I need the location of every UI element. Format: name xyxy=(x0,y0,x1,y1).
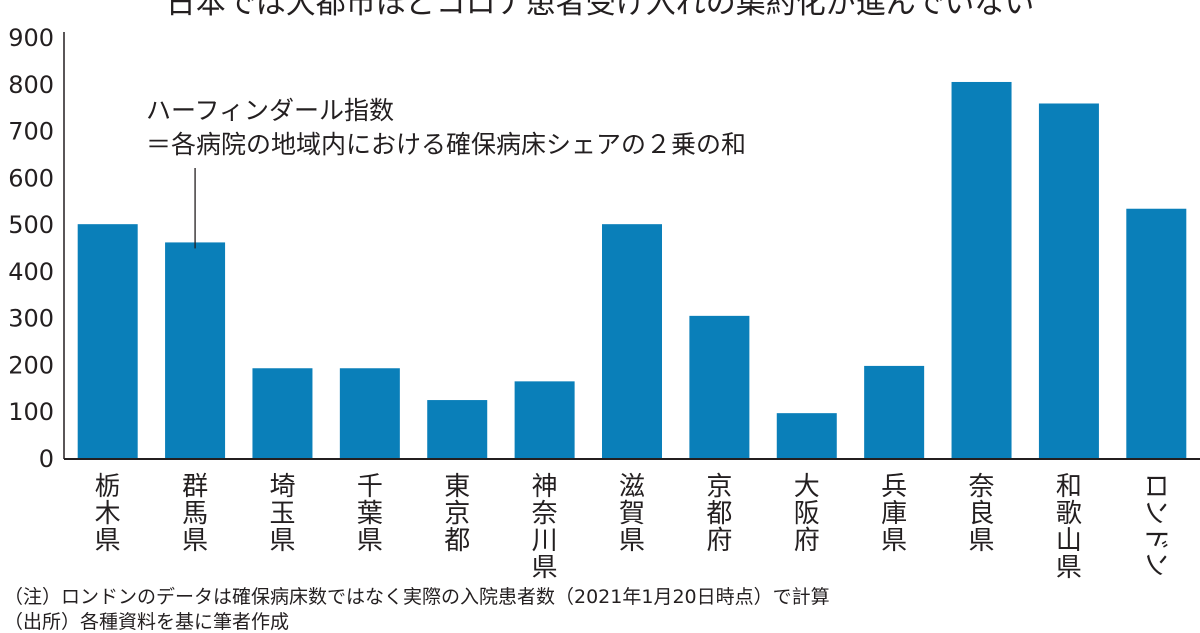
x-tick-label-8: 大阪府 xyxy=(794,472,820,556)
svg-text:川: 川 xyxy=(532,526,558,556)
svg-text:大: 大 xyxy=(794,472,820,502)
svg-text:県: 県 xyxy=(881,526,907,556)
svg-text:和: 和 xyxy=(1056,472,1082,502)
y-tick-label-6: 600 xyxy=(8,164,54,192)
bar-7 xyxy=(689,315,750,459)
y-tick-label-7: 700 xyxy=(8,118,54,146)
y-tick-label-1: 100 xyxy=(8,398,54,426)
svg-text:県: 県 xyxy=(95,526,121,556)
svg-text:東: 東 xyxy=(444,472,470,502)
svg-text:県: 県 xyxy=(969,526,995,556)
svg-text:神: 神 xyxy=(532,472,558,502)
svg-text:都: 都 xyxy=(444,526,470,556)
svg-text:葉: 葉 xyxy=(357,499,383,529)
svg-text:埼: 埼 xyxy=(269,472,295,502)
bar-11 xyxy=(1038,103,1099,459)
y-tick-label-4: 400 xyxy=(8,258,54,286)
y-tick-label-5: 500 xyxy=(8,211,54,239)
x-tick-label-10: 奈良県 xyxy=(969,472,995,556)
x-tick-label-6: 滋賀県 xyxy=(619,472,645,556)
bar-5 xyxy=(514,381,575,459)
bar-8 xyxy=(776,413,837,459)
x-tick-label-12: ロンドン xyxy=(1140,473,1170,577)
bar-9 xyxy=(864,365,925,459)
svg-text:県: 県 xyxy=(1056,553,1082,583)
bar-2 xyxy=(252,368,313,459)
footnote: （注）ロンドンのデータは確保病床数ではなく実際の入院患者数（2021年1月20日… xyxy=(4,586,830,608)
x-tick-label-2: 埼玉県 xyxy=(269,472,295,556)
svg-text:山: 山 xyxy=(1056,526,1082,556)
svg-text:木: 木 xyxy=(95,499,121,529)
y-tick-label-0: 0 xyxy=(39,445,54,473)
svg-text:玉: 玉 xyxy=(269,499,295,529)
bar-series xyxy=(77,81,1187,460)
svg-text:兵: 兵 xyxy=(881,472,907,502)
svg-text:京: 京 xyxy=(444,499,470,529)
svg-text:県: 県 xyxy=(269,526,295,556)
y-tick-label-8: 800 xyxy=(8,71,54,99)
svg-text:千: 千 xyxy=(357,472,383,502)
chart-title: 日本では大都市ほどコロナ患者受け入れの集約化が進んでいない xyxy=(165,0,1035,21)
bar-10 xyxy=(951,81,1012,460)
svg-text:県: 県 xyxy=(532,553,558,583)
svg-text:ロンドン: ロンドン xyxy=(1140,473,1170,577)
svg-text:奈: 奈 xyxy=(532,499,558,529)
svg-text:都: 都 xyxy=(706,499,732,529)
svg-text:阪: 阪 xyxy=(794,499,820,529)
source-note: （出所）各種資料を基に筆者作成 xyxy=(4,611,290,633)
y-axis-ticks: 0 100 200 300 400 500 600 700 800 900 xyxy=(8,24,54,473)
svg-text:馬: 馬 xyxy=(182,499,208,529)
x-tick-label-7: 京都府 xyxy=(706,472,732,556)
svg-text:群: 群 xyxy=(182,472,208,502)
y-tick-label-2: 200 xyxy=(8,351,54,379)
annotation-line-1: ハーフィンダール指数 xyxy=(146,96,395,125)
svg-text:京: 京 xyxy=(706,472,732,502)
svg-text:県: 県 xyxy=(357,526,383,556)
svg-text:県: 県 xyxy=(619,526,645,556)
bar-0 xyxy=(77,224,138,459)
svg-text:奈: 奈 xyxy=(969,472,995,502)
x-tick-label-3: 千葉県 xyxy=(357,472,383,556)
x-tick-label-1: 群馬県 xyxy=(182,472,208,556)
y-tick-label-3: 300 xyxy=(8,305,54,333)
svg-text:庫: 庫 xyxy=(881,499,907,529)
bar-12 xyxy=(1126,208,1187,459)
bar-4 xyxy=(427,400,488,459)
svg-text:歌: 歌 xyxy=(1056,499,1082,529)
bar-6 xyxy=(602,224,662,459)
svg-text:府: 府 xyxy=(706,526,732,556)
svg-text:滋: 滋 xyxy=(619,472,645,502)
x-tick-label-9: 兵庫県 xyxy=(881,472,907,556)
y-tick-label-9: 900 xyxy=(8,24,54,52)
annotation-line-2: ＝各病院の地域内における確保病床シェアの２乗の和 xyxy=(146,130,747,159)
svg-text:栃: 栃 xyxy=(95,472,121,502)
svg-text:賀: 賀 xyxy=(619,499,645,529)
svg-text:府: 府 xyxy=(794,526,820,556)
bar-1 xyxy=(165,242,226,459)
x-tick-label-4: 東京都 xyxy=(444,472,470,556)
svg-text:良: 良 xyxy=(969,499,995,529)
x-tick-label-0: 栃木県 xyxy=(95,472,121,556)
svg-text:県: 県 xyxy=(182,526,208,556)
bar-3 xyxy=(339,368,400,459)
